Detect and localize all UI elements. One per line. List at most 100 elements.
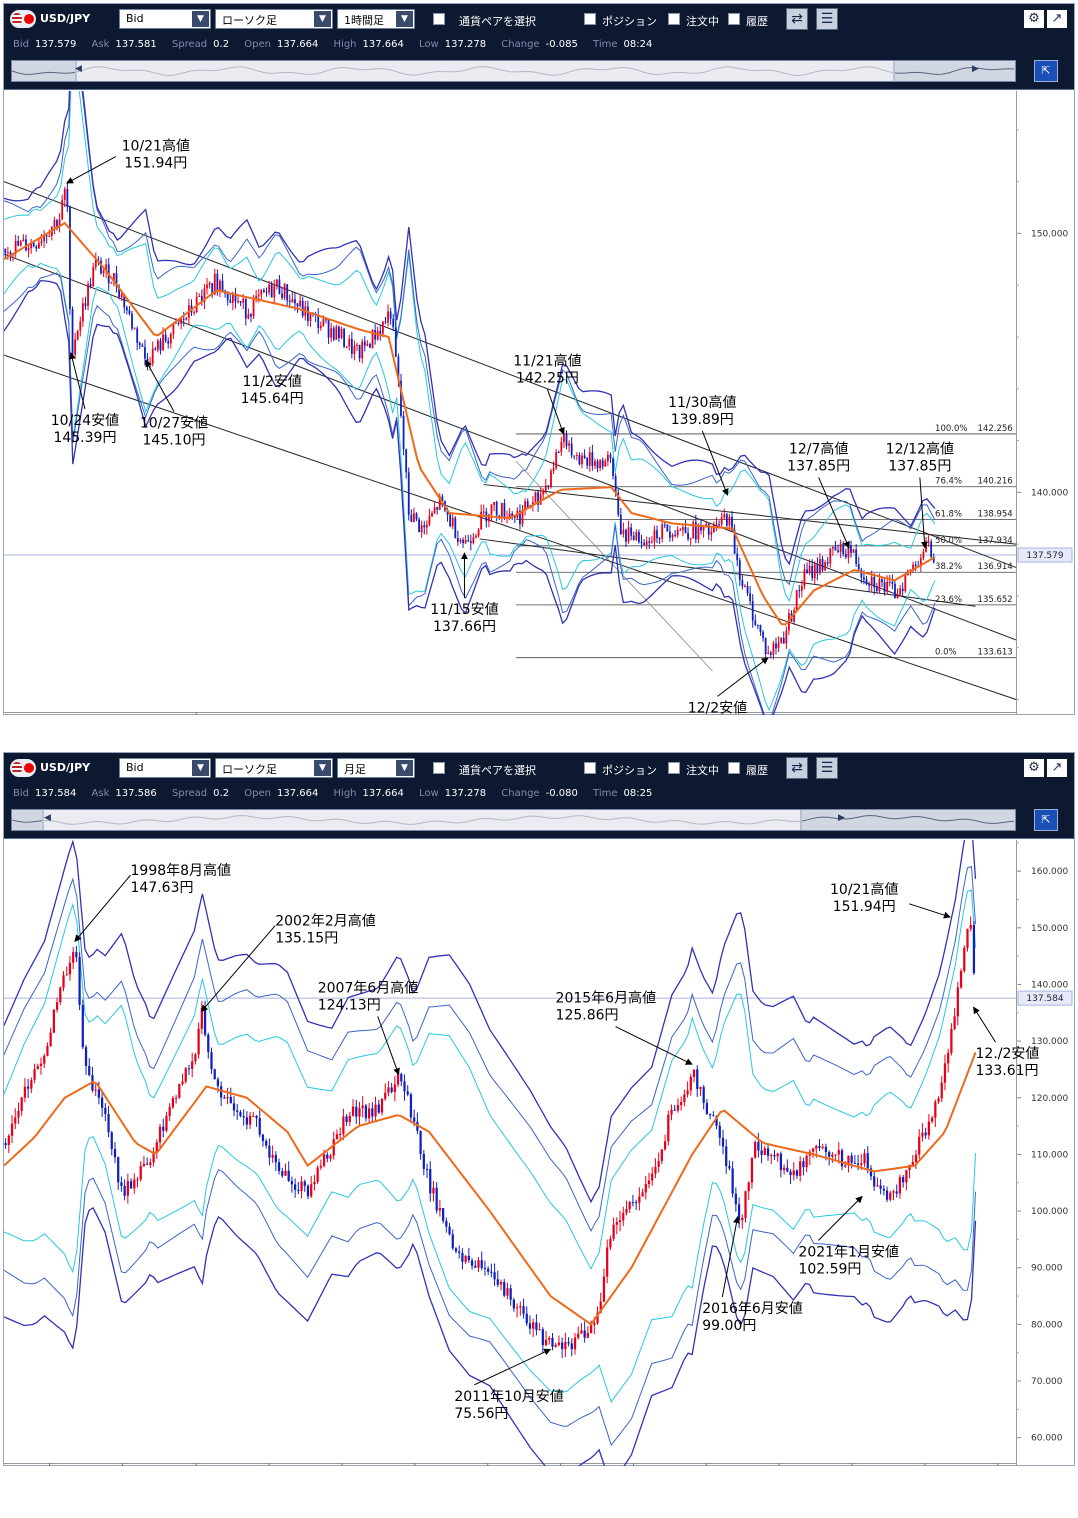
candle-body xyxy=(350,338,353,354)
expand-icon[interactable]: ↗ xyxy=(1047,759,1067,777)
currency-pair-label[interactable]: USD/JPY xyxy=(40,12,91,25)
candle-body xyxy=(410,514,413,522)
candle-body xyxy=(524,501,527,511)
candle-body xyxy=(335,326,338,340)
orders-checkbox[interactable] xyxy=(668,762,680,774)
zoom-fit-icon[interactable]: ⇱ xyxy=(1034,60,1058,82)
candle-body xyxy=(689,1076,692,1091)
history-checkbox[interactable] xyxy=(728,762,740,774)
orders-checkbox[interactable] xyxy=(668,13,680,25)
candle-body xyxy=(441,1208,445,1221)
candle-body xyxy=(20,1097,23,1111)
candle-body xyxy=(286,284,289,301)
fib-level-value: 137.934 xyxy=(978,536,1013,546)
positions-checkbox[interactable] xyxy=(584,13,596,25)
scroll-left-icon[interactable]: ◀ xyxy=(75,64,82,74)
annotation-arrow xyxy=(909,903,951,919)
candle-body xyxy=(670,1109,673,1115)
annotation-title: 2011年10月安値 xyxy=(454,1389,563,1405)
candle-body xyxy=(193,312,195,314)
scroll-left-icon[interactable]: ◀ xyxy=(44,813,51,823)
navigator-track[interactable]: ◀ ▶ xyxy=(11,60,1016,82)
chart-swap-icon[interactable]: ⇄ xyxy=(786,8,808,30)
candle-body xyxy=(53,220,56,228)
gear-icon[interactable]: ⚙ xyxy=(1024,10,1044,28)
candle-body xyxy=(296,303,299,307)
candle-body xyxy=(934,1101,937,1118)
low-value: 137.278 xyxy=(444,788,487,799)
chart-kind-select[interactable]: ローソク足 ▼ xyxy=(215,758,333,778)
bid-value: 137.579 xyxy=(35,39,77,50)
annotation-title: 2021年1月安値 xyxy=(798,1244,899,1260)
candle-body xyxy=(203,288,206,303)
annotation-arrow xyxy=(200,925,276,1013)
zoom-fit-icon[interactable]: ⇱ xyxy=(1034,809,1058,831)
candle-body xyxy=(61,199,64,220)
chart-list-icon[interactable]: ☰ xyxy=(816,8,838,30)
open-value: 137.664 xyxy=(276,788,319,799)
y-tick-label: 110.000 xyxy=(1031,1150,1068,1160)
pair-select-checkbox[interactable] xyxy=(433,13,445,25)
y-tick-label: 130.000 xyxy=(1031,1037,1068,1047)
candle-body xyxy=(226,293,229,301)
candle-body xyxy=(705,1102,709,1114)
timeframe-select[interactable]: 月足 ▼ xyxy=(337,758,415,778)
candle-body xyxy=(415,513,418,520)
ask-value: 137.586 xyxy=(115,788,157,799)
chart-swap-icon[interactable]: ⇄ xyxy=(786,757,808,779)
price-type-select[interactable]: Bid ▼ xyxy=(119,9,211,29)
candle-body xyxy=(257,294,260,296)
expand-icon[interactable]: ↗ xyxy=(1047,10,1067,28)
candle-body xyxy=(451,517,454,527)
gear-icon[interactable]: ⚙ xyxy=(1024,759,1044,777)
candle-body xyxy=(539,494,542,505)
monthly-chart-panel: USD/JPY Bid ▼ ローソク足 ▼ 月足 ▼ 通貨ペアを選択 ポジション 注文… xyxy=(3,752,1075,1466)
candle-body xyxy=(402,415,405,450)
chart-list-icon[interactable]: ☰ xyxy=(816,757,838,779)
candle-body xyxy=(248,1115,252,1125)
candle-body xyxy=(631,1202,635,1204)
candle-body xyxy=(294,1184,297,1190)
candle-body xyxy=(396,1073,400,1085)
candle-body xyxy=(927,1121,931,1136)
candle-body xyxy=(390,1087,393,1093)
positions-checkbox[interactable] xyxy=(584,762,596,774)
history-checkbox[interactable] xyxy=(728,13,740,25)
candle-body xyxy=(260,289,263,295)
candle-body xyxy=(374,1104,377,1117)
annotation-value: 102.59円 xyxy=(798,1261,861,1277)
chart-kind-select[interactable]: ローソク足 ▼ xyxy=(215,9,333,29)
candle-body xyxy=(371,1108,374,1117)
chevron-down-icon: ▼ xyxy=(314,11,331,27)
annotation-title: 12/7高値 xyxy=(789,440,848,457)
timeframe-value: 1時間足 xyxy=(344,14,384,27)
price-type-select[interactable]: Bid ▼ xyxy=(119,758,211,778)
candle-body xyxy=(300,1181,303,1192)
annotation-title: 11/2安値 xyxy=(242,374,301,390)
candle-body xyxy=(23,1086,27,1098)
candle-body xyxy=(699,1087,702,1089)
navigator-slider[interactable] xyxy=(42,810,802,830)
candle-body xyxy=(165,1115,168,1131)
scroll-right-icon[interactable]: ▶ xyxy=(972,64,979,74)
candle-body xyxy=(570,1343,573,1350)
navigator-track[interactable]: ◀ ▶ xyxy=(11,809,1016,831)
candle-body xyxy=(515,1307,519,1309)
candle-body xyxy=(407,472,410,515)
scroll-right-icon[interactable]: ▶ xyxy=(838,813,845,823)
candle-body xyxy=(213,273,216,295)
chevron-down-icon: ▼ xyxy=(192,760,209,776)
timeframe-select[interactable]: 1時間足 ▼ xyxy=(337,9,415,29)
candle-body xyxy=(499,1281,503,1285)
candle-body xyxy=(171,1098,175,1108)
candle-body xyxy=(495,502,498,516)
annotation-arrow xyxy=(973,1006,996,1043)
open-label: Open xyxy=(244,39,271,50)
candle-body xyxy=(654,1166,657,1174)
candle-body xyxy=(265,1140,268,1146)
pair-select-checkbox[interactable] xyxy=(433,762,445,774)
candle-body xyxy=(609,1238,612,1248)
currency-pair-label[interactable]: USD/JPY xyxy=(40,761,91,774)
candle-body xyxy=(554,1344,557,1347)
navigator-slider[interactable] xyxy=(75,61,895,81)
